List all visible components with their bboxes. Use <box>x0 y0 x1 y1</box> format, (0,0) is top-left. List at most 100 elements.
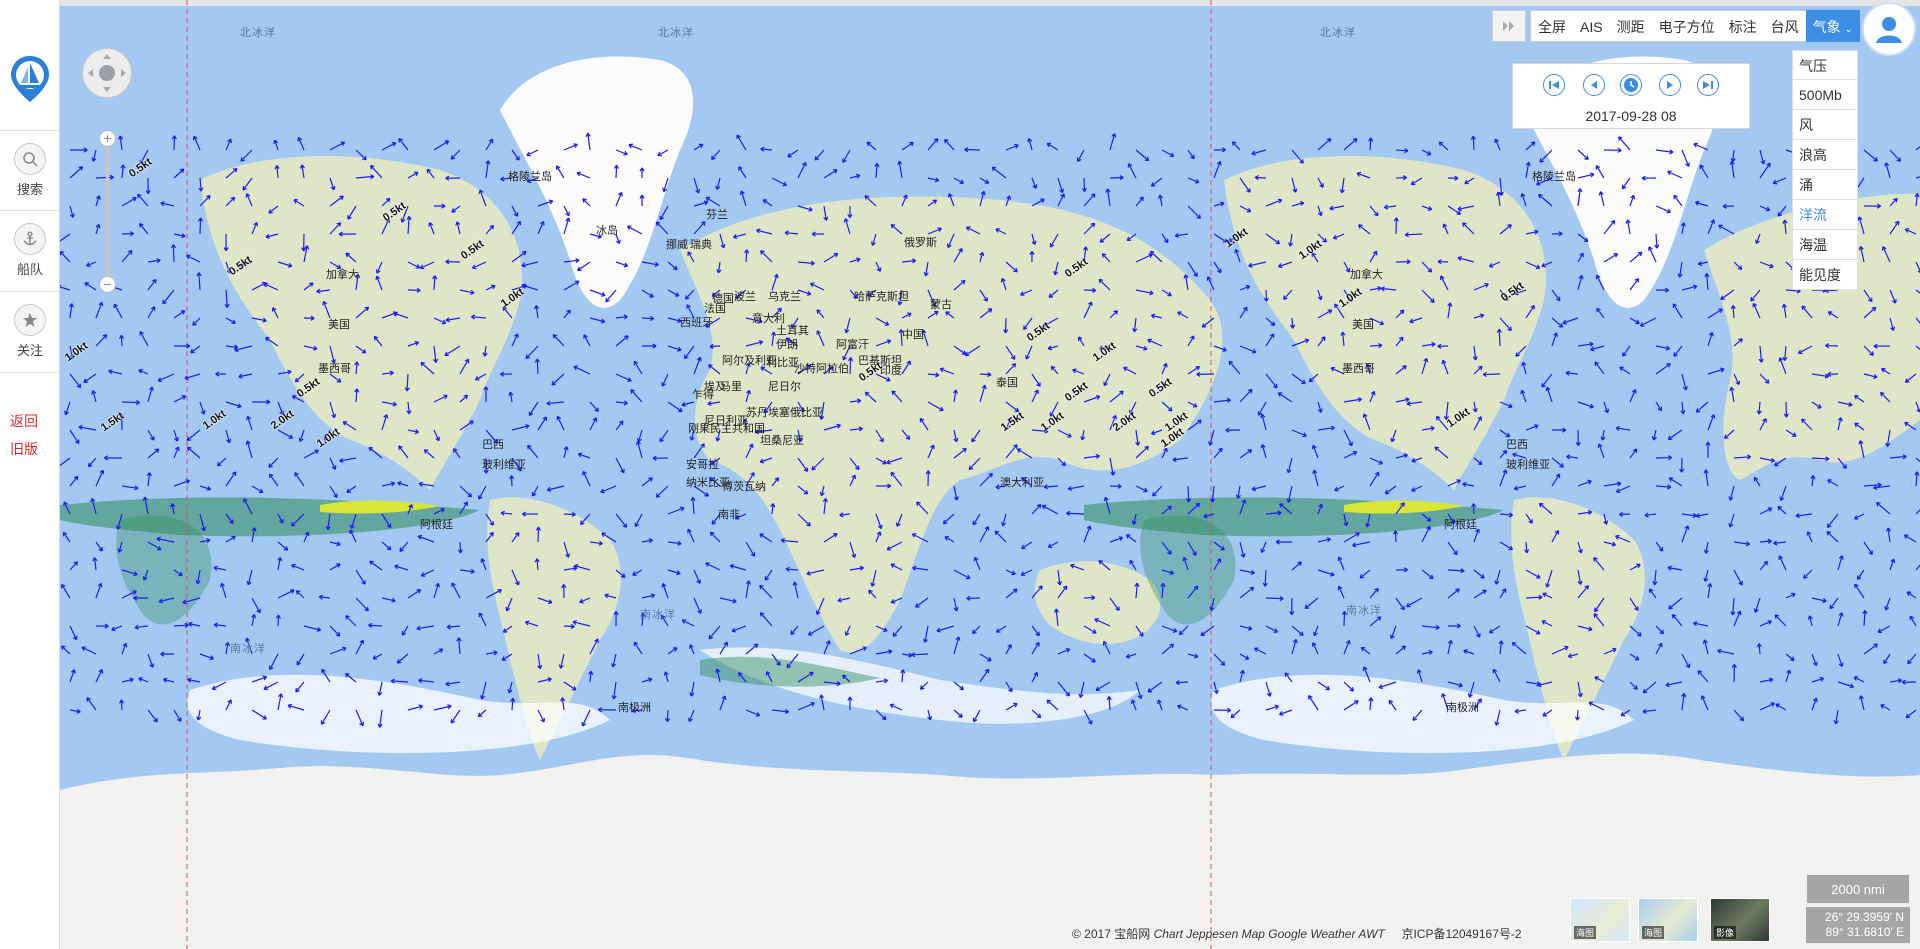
weather-item-swell[interactable]: 涌 <box>1792 170 1858 200</box>
scale-bar: 2000 nmi <box>1806 874 1910 904</box>
basemap-thumb-chart[interactable]: 海图 <box>1570 898 1630 942</box>
current-arrow <box>1622 345 1631 357</box>
weather-item-wind[interactable]: 风 <box>1792 110 1858 140</box>
logo-icon[interactable] <box>9 54 51 104</box>
current-arrow <box>1021 477 1033 487</box>
current-arrow <box>1681 512 1697 519</box>
back-to-legacy-link-line2[interactable]: 旧版 <box>10 441 38 457</box>
weather-item-ocean-current[interactable]: 洋流 <box>1792 200 1858 230</box>
current-arrow <box>660 614 669 627</box>
sidebar-item-search[interactable]: 搜索 <box>0 143 60 198</box>
toolbar-weather-button[interactable]: 气象 ⌄ <box>1805 10 1860 42</box>
current-arrow <box>470 314 487 320</box>
zoom-in-button[interactable]: + <box>99 130 116 147</box>
current-arrow <box>797 701 815 711</box>
zoom-slider-track[interactable] <box>106 138 109 286</box>
current-arrow <box>173 168 185 179</box>
current-arrow <box>611 653 617 668</box>
current-arrow <box>1395 645 1407 655</box>
current-arrow <box>1392 530 1399 543</box>
current-arrow <box>1210 485 1216 503</box>
toolbar-ais-button[interactable]: AIS <box>1573 10 1610 42</box>
sidebar-item-label: 搜索 <box>16 182 43 197</box>
prev-frame-button[interactable] <box>1583 74 1605 96</box>
current-arrow <box>979 177 990 184</box>
current-arrow <box>1862 609 1868 627</box>
current-arrow <box>563 309 571 319</box>
place-label: 玻利维亚 <box>1506 459 1550 471</box>
basemap-thumb-chart-alt[interactable]: 海图 <box>1638 898 1698 942</box>
current-arrow <box>1360 646 1371 655</box>
first-frame-button[interactable] <box>1543 74 1565 96</box>
current-arrow <box>1291 561 1302 571</box>
current-arrow <box>277 541 289 551</box>
current-arrow <box>1618 136 1631 151</box>
current-arrow <box>667 540 682 546</box>
toolbar-annotate-button[interactable]: 标注 <box>1721 10 1764 42</box>
current-arrow <box>710 457 721 465</box>
current-arrow <box>604 593 617 599</box>
weather-item-visibility[interactable]: 能见度 <box>1792 260 1858 290</box>
current-arrow <box>1161 401 1173 412</box>
current-arrow <box>184 373 201 381</box>
toolbar-ebl-button[interactable]: 电子方位 <box>1651 10 1722 42</box>
toolbar-measure-button[interactable]: 测距 <box>1609 10 1652 42</box>
weather-item-pressure[interactable]: 气压 <box>1792 50 1858 80</box>
current-arrow <box>785 337 799 347</box>
place-label: 玻利维亚 <box>482 459 526 471</box>
current-arrow <box>265 233 279 239</box>
toolbar-fullscreen-button[interactable]: 全屏 <box>1530 10 1573 42</box>
user-avatar[interactable] <box>1862 2 1916 56</box>
last-frame-button[interactable] <box>1697 74 1719 96</box>
weather-item-500mb[interactable]: 500Mb <box>1792 80 1858 110</box>
current-arrow <box>791 317 799 329</box>
current-arrow <box>1025 345 1033 360</box>
current-arrow <box>400 205 409 223</box>
current-arrow <box>349 529 357 543</box>
current-arrow <box>1873 343 1891 349</box>
toolbar-typhoon-button[interactable]: 台风 <box>1763 10 1806 42</box>
current-arrow <box>393 311 409 319</box>
back-to-legacy-link-line1[interactable]: 返回 <box>10 413 38 429</box>
current-arrow <box>1152 485 1163 497</box>
sidebar-item-follow[interactable]: 关注 <box>0 304 60 359</box>
current-arrow <box>1590 345 1605 352</box>
current-arrow <box>277 513 284 524</box>
current-arrow <box>1499 512 1514 518</box>
current-arrow <box>1778 555 1787 571</box>
current-arrow <box>119 699 125 711</box>
current-arrow <box>1671 613 1683 627</box>
current-arrow <box>1005 702 1018 711</box>
icp-number[interactable]: 京ICP备12049167号-2 <box>1401 927 1522 941</box>
current-arrow <box>944 536 955 543</box>
current-arrow <box>811 231 825 237</box>
current-arrow <box>1279 709 1293 716</box>
current-arrow <box>771 307 782 319</box>
map-canvas[interactable]: 北冰洋 北冰洋 北冰洋 格陵兰岛 格陵兰岛 加拿大 加拿大 美国 美国 墨西哥 墨西哥 巴西 巴西 玻利维… <box>60 0 1920 949</box>
current-arrow <box>875 373 891 382</box>
sidebar-item-fleet[interactable]: 船队 <box>0 223 60 278</box>
current-arrow <box>1577 188 1583 207</box>
pan-control[interactable] <box>82 48 132 98</box>
current-arrow <box>1594 597 1605 613</box>
current-arrow <box>738 166 747 179</box>
basemap-thumb-satellite[interactable]: 影像 <box>1710 898 1770 942</box>
weather-item-sea-temp[interactable]: 海温 <box>1792 230 1858 260</box>
play-button[interactable] <box>1620 74 1642 96</box>
current-arrow <box>299 164 305 179</box>
current-arrow <box>1187 401 1198 408</box>
current-arrow <box>1395 502 1405 515</box>
current-arrow <box>1603 481 1622 487</box>
place-label: 北冰洋 <box>240 27 276 39</box>
weather-item-wave-height[interactable]: 浪高 <box>1792 140 1858 170</box>
current-arrow <box>615 569 626 578</box>
toolbar-collapse-button[interactable] <box>1492 10 1526 42</box>
current-arrow <box>1434 446 1449 459</box>
current-arrow <box>433 345 439 363</box>
current-arrow <box>1020 569 1033 577</box>
zoom-out-button[interactable]: − <box>99 276 116 293</box>
current-arrow <box>196 272 202 291</box>
current-arrow <box>1317 205 1323 217</box>
next-frame-button[interactable] <box>1659 74 1681 96</box>
current-arrow <box>709 477 721 487</box>
